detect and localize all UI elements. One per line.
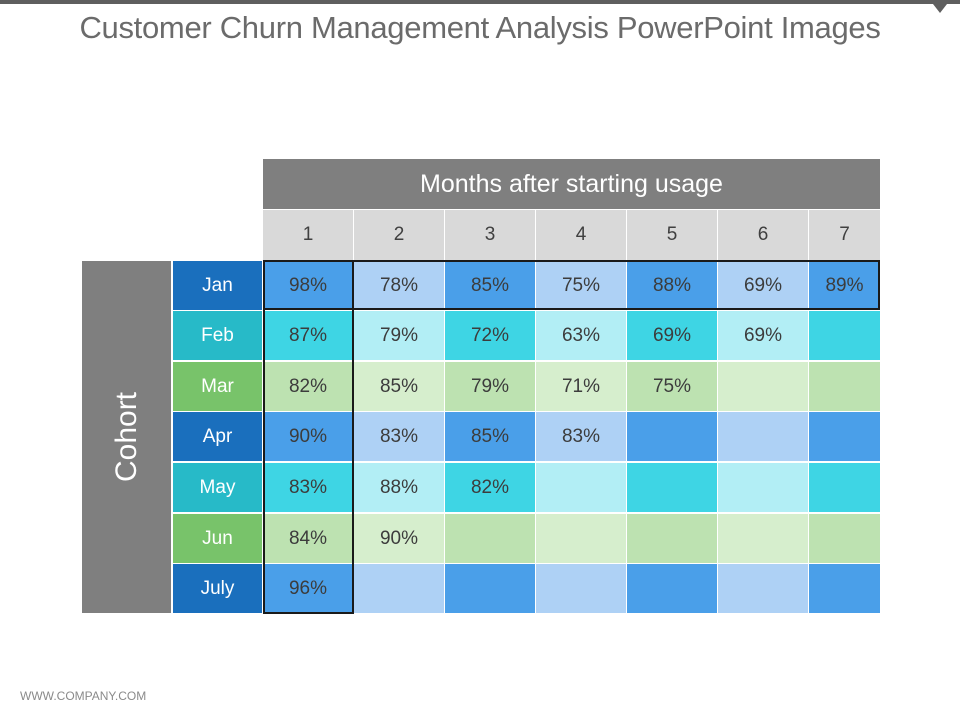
footer-website: WWW.COMPANY.COM [20, 689, 147, 703]
table-cell [536, 564, 626, 613]
row-label-jun: Jun [173, 514, 262, 563]
table-cell: 85% [445, 412, 535, 461]
table-cell: 87% [263, 311, 353, 360]
cohort-label: Cohort [109, 391, 143, 483]
page-title: Customer Churn Management Analysis Power… [79, 10, 881, 45]
top-bar [0, 0, 960, 4]
table-cell: 90% [263, 412, 353, 461]
table-cell [718, 362, 808, 411]
table-cell: 84% [263, 514, 353, 563]
table-cell: 69% [627, 311, 717, 360]
row-label-jan: Jan [173, 261, 262, 310]
corner-arrow-icon [933, 4, 947, 13]
table-cell: 79% [354, 311, 444, 360]
table-cell [627, 463, 717, 512]
column-header-1: 1 [263, 210, 353, 260]
table-cell [627, 514, 717, 563]
row-label-july: July [173, 564, 262, 613]
row-label-may: May [173, 463, 262, 512]
column-header-7: 7 [809, 210, 880, 260]
column-header-5: 5 [627, 210, 717, 260]
table-cell: 98% [263, 261, 353, 310]
table-cell: 75% [536, 261, 626, 310]
table-cell: 96% [263, 564, 353, 613]
table-cell [809, 311, 880, 360]
row-label-mar: Mar [173, 362, 262, 411]
table-cell [809, 463, 880, 512]
table-cell [536, 463, 626, 512]
table-cell: 78% [354, 261, 444, 310]
cohort-label-block: Cohort [82, 261, 171, 613]
table-cell: 82% [263, 362, 353, 411]
column-header-4: 4 [536, 210, 626, 260]
table-cell [445, 514, 535, 563]
table-cell: 71% [536, 362, 626, 411]
column-header-6: 6 [718, 210, 808, 260]
table-cell [809, 514, 880, 563]
table-cell: 63% [536, 311, 626, 360]
table-cell: 90% [354, 514, 444, 563]
table-cell: 82% [445, 463, 535, 512]
table-cell: 89% [809, 261, 880, 310]
table-cell [354, 564, 444, 613]
table-cell [718, 564, 808, 613]
months-header: Months after starting usage [263, 159, 880, 209]
row-label-feb: Feb [173, 311, 262, 360]
table-cell [809, 564, 880, 613]
table-cell: 88% [354, 463, 444, 512]
table-cell [718, 463, 808, 512]
column-header-2: 2 [354, 210, 444, 260]
table-cell: 83% [536, 412, 626, 461]
table-cell: 72% [445, 311, 535, 360]
table-cell: 69% [718, 311, 808, 360]
table-cell [809, 362, 880, 411]
column-header-3: 3 [445, 210, 535, 260]
table-cell: 69% [718, 261, 808, 310]
table-cell [627, 412, 717, 461]
table-cell: 85% [445, 261, 535, 310]
table-cell [536, 514, 626, 563]
table-cell [718, 412, 808, 461]
table-cell [809, 412, 880, 461]
row-label-apr: Apr [173, 412, 262, 461]
table-cell [718, 514, 808, 563]
table-cell [627, 564, 717, 613]
table-cell: 83% [263, 463, 353, 512]
table-cell: 79% [445, 362, 535, 411]
table-cell: 83% [354, 412, 444, 461]
table-cell [445, 564, 535, 613]
table-cell: 88% [627, 261, 717, 310]
table-cell: 85% [354, 362, 444, 411]
table-cell: 75% [627, 362, 717, 411]
